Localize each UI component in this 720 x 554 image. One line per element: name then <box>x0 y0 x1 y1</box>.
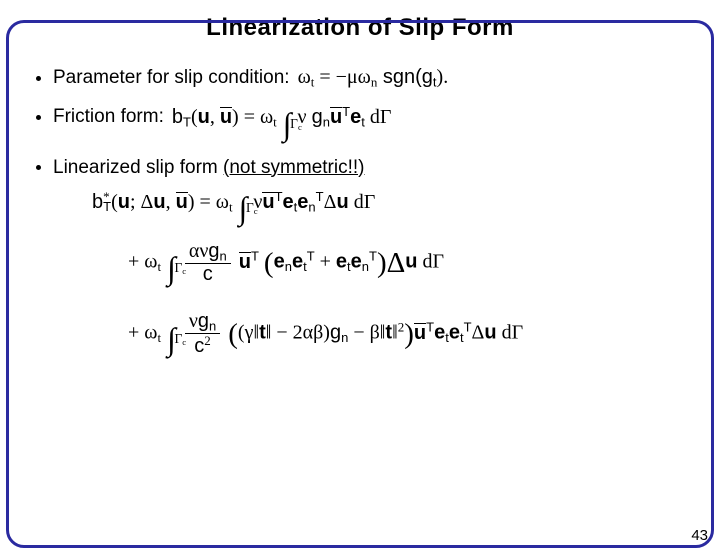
slide-frame <box>6 20 714 548</box>
int-sub2: c <box>254 206 258 216</box>
int-sub2: c <box>298 122 302 132</box>
eq2-u2: u <box>220 106 232 128</box>
int-sub: Γ <box>290 116 298 131</box>
eq3l1-ubar: u <box>176 191 188 213</box>
int-sub2: c <box>182 266 186 276</box>
int-sub2: c <box>182 337 186 347</box>
eq2-uT: u <box>330 106 342 128</box>
eq3l3-uT: u <box>414 322 426 344</box>
eq3l2-uT: u <box>239 251 251 273</box>
eq3l1-uT: u <box>262 191 274 213</box>
int-sub: Γ <box>246 200 254 215</box>
slide-number: 43 <box>691 527 708 544</box>
